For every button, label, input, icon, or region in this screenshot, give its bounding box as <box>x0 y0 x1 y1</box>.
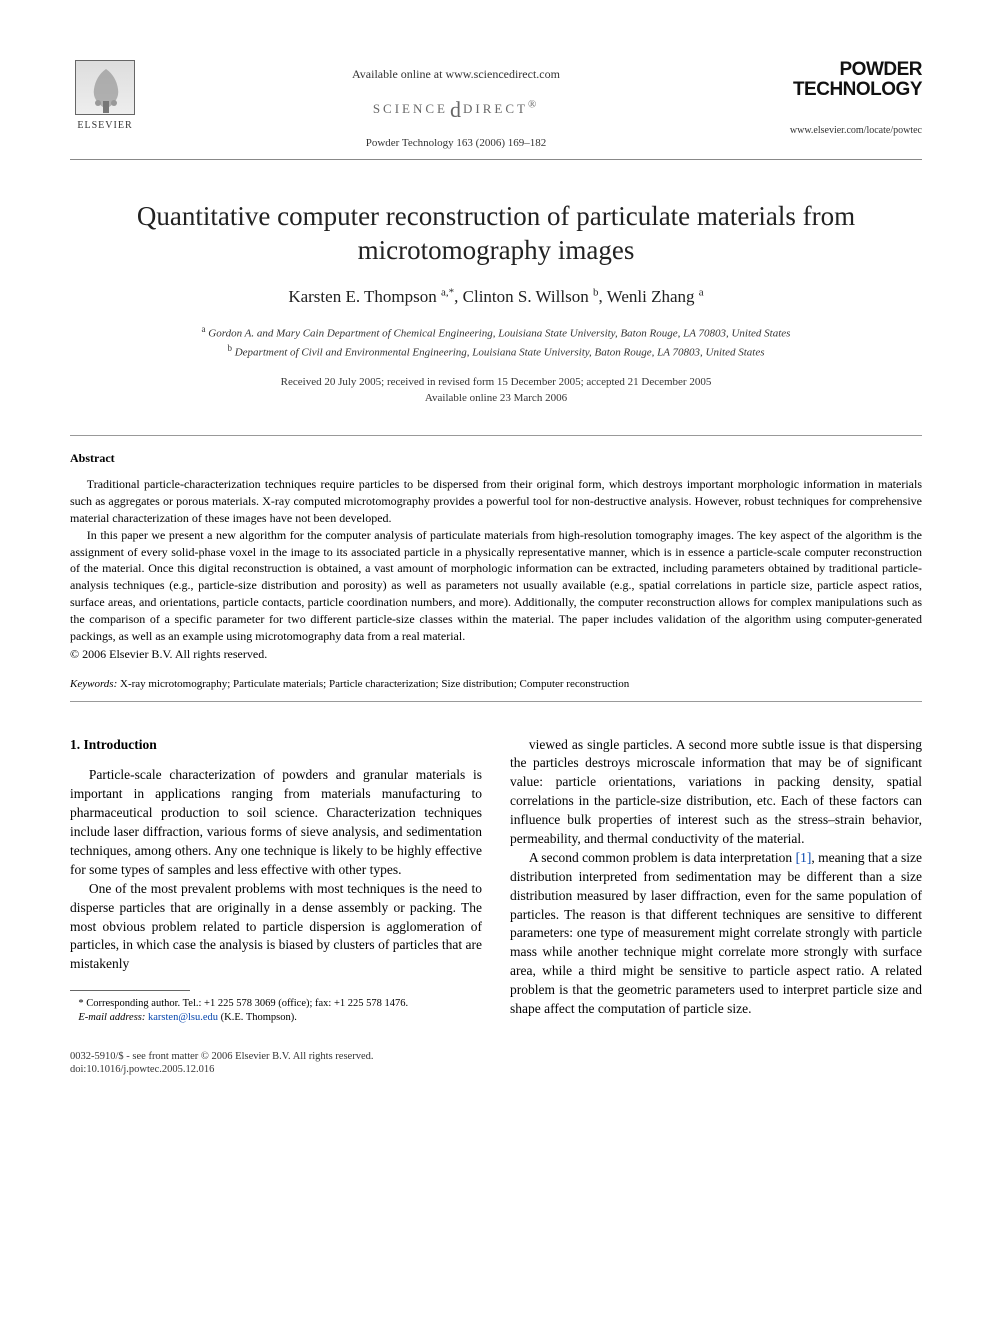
keywords-text: X-ray microtomography; Particulate mater… <box>117 678 629 690</box>
abstract-top-rule <box>70 435 922 436</box>
journal-url: www.elsevier.com/locate/powtec <box>772 124 922 138</box>
affiliations: a Gordon A. and Mary Cain Department of … <box>70 323 922 361</box>
citation-1-link[interactable]: [1] <box>796 850 812 865</box>
footnote-email-person: (K.E. Thompson). <box>218 1012 297 1023</box>
dates-received: Received 20 July 2005; received in revis… <box>70 374 922 391</box>
footnote-email-line: E-mail address: karsten@lsu.edu (K.E. Th… <box>70 1011 482 1025</box>
body-p4-pre: A second common problem is data interpre… <box>529 850 796 865</box>
keywords-label: Keywords: <box>70 678 117 690</box>
footer-line1: 0032-5910/$ - see front matter © 2006 El… <box>70 1050 922 1064</box>
footnote-rule <box>70 990 190 991</box>
footnote-email-link[interactable]: karsten@lsu.edu <box>148 1012 218 1023</box>
publisher-logo: ELSEVIER <box>70 60 140 140</box>
sciencedirect-logo: SCIENCEdDIRECT® <box>140 91 772 122</box>
dates-online: Available online 23 March 2006 <box>70 390 922 407</box>
journal-reference: Powder Technology 163 (2006) 169–182 <box>140 136 772 151</box>
header-rule <box>70 159 922 160</box>
elsevier-tree-icon <box>75 60 135 115</box>
keywords: Keywords: X-ray microtomography; Particu… <box>70 677 922 692</box>
abstract-p2: In this paper we present a new algorithm… <box>70 527 922 645</box>
journal-name-line1: POWDER <box>772 60 922 80</box>
footnote-corr: * Corresponding author. Tel.: +1 225 578… <box>70 997 482 1011</box>
header-center: Available online at www.sciencedirect.co… <box>140 60 772 151</box>
article-dates: Received 20 July 2005; received in revis… <box>70 374 922 407</box>
footer-block: 0032-5910/$ - see front matter © 2006 El… <box>70 1050 922 1077</box>
journal-name-line2: TECHNOLOGY <box>772 80 922 100</box>
page-header: ELSEVIER Available online at www.science… <box>70 60 922 151</box>
body-p3: viewed as single particles. A second mor… <box>510 736 922 849</box>
abstract-p1: Traditional particle-characterization te… <box>70 476 922 526</box>
affiliation-b: b Department of Civil and Environmental … <box>70 342 922 361</box>
footnote-email-label: E-mail address: <box>78 1012 145 1023</box>
abstract-heading: Abstract <box>70 450 922 467</box>
body-p1: Particle-scale characterization of powde… <box>70 766 482 879</box>
available-online-text: Available online at www.sciencedirect.co… <box>140 66 772 83</box>
section-1-heading: 1. Introduction <box>70 736 482 755</box>
publisher-label: ELSEVIER <box>77 119 132 133</box>
abstract-bottom-rule <box>70 701 922 702</box>
body-p4: A second common problem is data interpre… <box>510 849 922 1019</box>
corresponding-author-footnote: * Corresponding author. Tel.: +1 225 578… <box>70 997 482 1025</box>
affiliation-a: a Gordon A. and Mary Cain Department of … <box>70 323 922 342</box>
body-p4-post: , meaning that a size distribution inter… <box>510 850 922 1016</box>
copyright-line: © 2006 Elsevier B.V. All rights reserved… <box>70 646 922 663</box>
abstract-body: Traditional particle-characterization te… <box>70 476 922 644</box>
authors: Karsten E. Thompson a,*, Clinton S. Will… <box>70 285 922 309</box>
footer-line2: doi:10.1016/j.powtec.2005.12.016 <box>70 1063 922 1077</box>
article-title: Quantitative computer reconstruction of … <box>110 200 882 268</box>
body-p2: One of the most prevalent problems with … <box>70 880 482 974</box>
journal-logo: POWDER TECHNOLOGY www.elsevier.com/locat… <box>772 60 922 138</box>
body-columns: 1. Introduction Particle-scale character… <box>70 736 922 1026</box>
